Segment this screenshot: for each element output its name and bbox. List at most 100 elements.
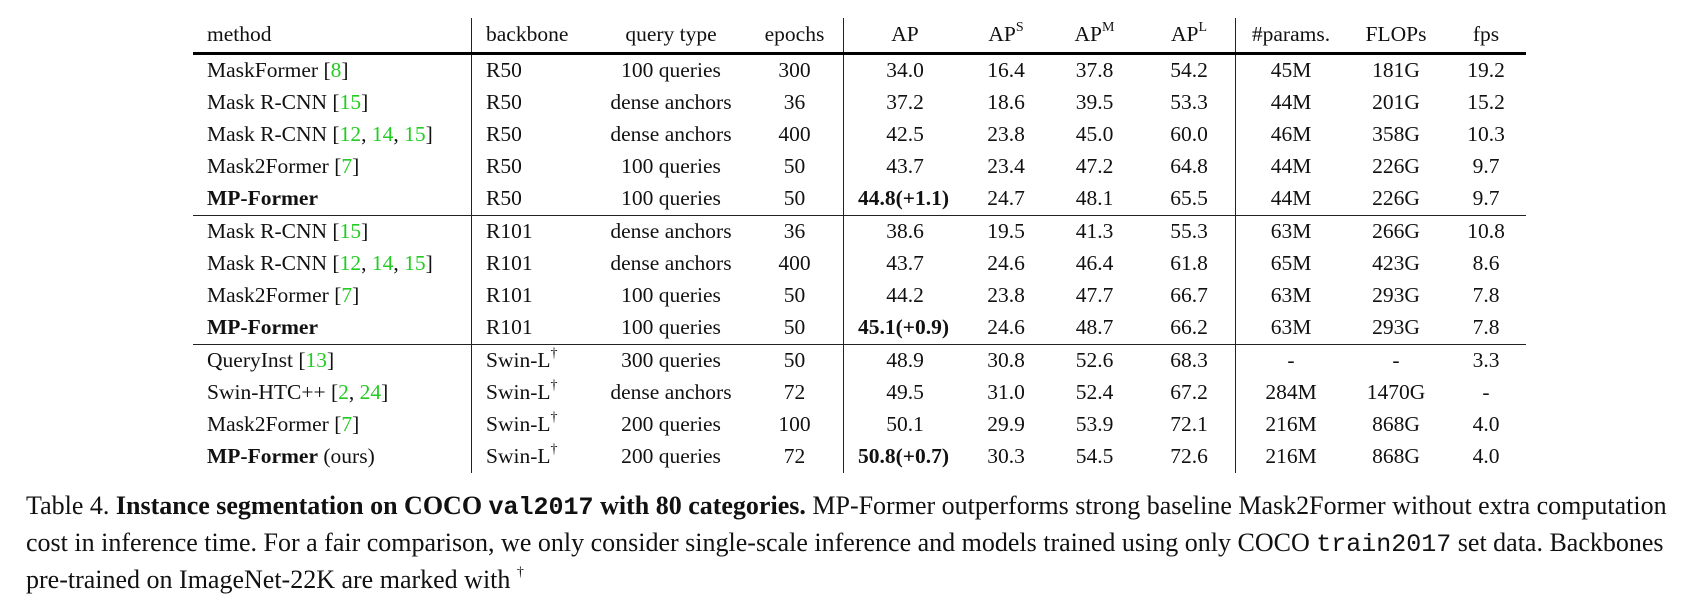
results-table: method backbone query type epochs AP APS…: [193, 18, 1526, 473]
header-ap-medium-sup: M: [1102, 20, 1115, 36]
cell-ap-small: 16.4: [987, 58, 1025, 83]
cell-ap: 50.8(+0.7): [843, 441, 966, 473]
citation-link[interactable]: 13: [305, 348, 328, 373]
backbone-value: R50: [486, 58, 522, 83]
cell-fps: 19.2: [1467, 58, 1505, 83]
cell-method: Mask2Former [7]: [207, 283, 360, 308]
table-row: Mask R-CNN [12, 14, 15] R50 dense anchors 4…: [193, 119, 1526, 151]
cell-flops: 868G: [1372, 444, 1420, 469]
table-row: Mask R-CNN [15] R101 dense anchors 36 38.6 19…: [193, 215, 1526, 248]
cell-flops: 868G: [1372, 412, 1420, 437]
cell-ap-medium: 48.1: [1075, 186, 1114, 211]
cell-query-type: 100 queries: [621, 154, 721, 179]
results-table-container: method backbone query type epochs AP APS…: [193, 18, 1526, 473]
method-name: Swin-HTC++: [207, 380, 326, 405]
ap-value: 44.2: [886, 283, 924, 308]
cell-ap-medium: 39.5: [1075, 90, 1114, 115]
cell-backbone: R50: [471, 183, 596, 216]
cell-params: 45M: [1235, 53, 1346, 87]
cell-ap-small: 24.7: [987, 186, 1025, 211]
citation-link[interactable]: 8: [330, 58, 342, 83]
cell-backbone: R101: [471, 312, 596, 345]
cell-ap: 42.5: [843, 119, 966, 151]
cell-flops: -: [1392, 348, 1400, 373]
cell-epochs: 36: [783, 219, 806, 244]
table-body: MaskFormer [8] R50 100 queries 300 34.0 16.4 3…: [193, 53, 1526, 473]
caption-body-1: MP-Former outperforms strong baseline Ma…: [26, 491, 1667, 557]
table-row: Mask2Former [7] R50 100 queries 50 43.7 23.4 4…: [193, 151, 1526, 183]
header-backbone: backbone: [471, 18, 596, 54]
cell-fps: 9.7: [1472, 186, 1500, 211]
citation-link[interactable]: 14: [371, 122, 394, 147]
cell-ap-medium: 54.5: [1075, 444, 1114, 469]
method-name: Mask2Former: [207, 154, 329, 179]
cell-method: MP-Former: [193, 312, 472, 345]
cell-flops: 293G: [1372, 315, 1420, 340]
method-name: Mask R-CNN: [207, 122, 328, 147]
header-flops: FLOPs: [1365, 22, 1427, 47]
dagger-mark: †: [550, 346, 558, 362]
ap-value: 34.0: [886, 58, 924, 83]
cell-ap-large: 64.8: [1170, 154, 1208, 179]
cell-backbone: R50: [471, 53, 596, 87]
ap-value: 38.6: [886, 219, 924, 244]
table-row: Swin-HTC++ [2, 24] Swin-L† dense anchors 72…: [193, 377, 1526, 409]
header-ap-large-sup: L: [1198, 20, 1208, 36]
table-row: MP-Former R101 100 queries 50 45.1(+0.9) 24.6…: [193, 312, 1526, 345]
cell-fps: 4.0: [1472, 412, 1500, 437]
cell-params: 65M: [1235, 248, 1346, 280]
citation-link[interactable]: 15: [339, 90, 362, 115]
cell-query-type: dense anchors: [610, 251, 732, 276]
citation-link[interactable]: 2: [338, 380, 349, 405]
table-row: MP-Former R50 100 queries 50 44.8(+1.1) 24.7 4…: [193, 183, 1526, 216]
citation-link[interactable]: 14: [371, 251, 394, 276]
citation-link[interactable]: 12: [339, 122, 362, 147]
citation-link[interactable]: 24: [359, 380, 382, 405]
citation-link[interactable]: 7: [341, 412, 353, 437]
cell-flops: 201G: [1372, 90, 1420, 115]
table-header-row: method backbone query type epochs AP APS…: [193, 18, 1526, 54]
citation-link[interactable]: 15: [404, 122, 426, 147]
cell-backbone: Swin-L†: [471, 344, 596, 377]
cell-ap-large: 67.2: [1170, 380, 1208, 405]
citation-link[interactable]: 7: [341, 283, 353, 308]
cell-fps: 7.8: [1472, 283, 1500, 308]
table-row: QueryInst [13] Swin-L† 300 queries 50 48.9 30…: [193, 344, 1526, 377]
method-name: Mask R-CNN: [207, 251, 328, 276]
citation-link[interactable]: 15: [404, 251, 426, 276]
citation-link[interactable]: 15: [339, 219, 362, 244]
ap-value: 44.8: [858, 186, 896, 211]
method-name: Mask R-CNN: [207, 219, 328, 244]
cell-params: 44M: [1235, 183, 1346, 216]
cell-ap-medium: 52.6: [1075, 348, 1114, 373]
cell-ap-large: 55.3: [1170, 219, 1208, 244]
dagger-mark: †: [550, 442, 558, 458]
ap-delta: (+0.7): [895, 444, 950, 469]
cell-ap-small: 18.6: [987, 90, 1025, 115]
ap-delta: (+0.9): [895, 315, 950, 340]
cell-ap-large: 72.1: [1170, 412, 1208, 437]
header-ap: AP: [843, 18, 966, 54]
cell-epochs: 50: [783, 315, 806, 340]
cell-backbone: Swin-L†: [471, 377, 596, 409]
ap-value: 37.2: [886, 90, 924, 115]
backbone-value: R101: [486, 315, 533, 340]
cell-ap-large: 61.8: [1170, 251, 1208, 276]
cell-ap: 44.2: [843, 280, 966, 312]
header-epochs: epochs: [764, 22, 825, 47]
cell-ap-medium: 52.4: [1075, 380, 1114, 405]
ap-value: 43.7: [886, 251, 924, 276]
cell-method: Mask R-CNN [15]: [207, 90, 369, 115]
method-name: Mask2Former: [207, 283, 329, 308]
cell-ap: 43.7: [843, 248, 966, 280]
ap-value: 45.1: [858, 315, 896, 340]
method-name: MaskFormer: [207, 58, 319, 83]
cell-query-type: 100 queries: [621, 283, 721, 308]
citation-link[interactable]: 12: [339, 251, 362, 276]
cell-params: 44M: [1235, 151, 1346, 183]
cell-backbone: R50: [471, 87, 596, 119]
method-name: Mask R-CNN: [207, 90, 328, 115]
citation-link[interactable]: 7: [341, 154, 353, 179]
cell-query-type: 100 queries: [621, 315, 721, 340]
cell-fps: 4.0: [1472, 444, 1500, 469]
